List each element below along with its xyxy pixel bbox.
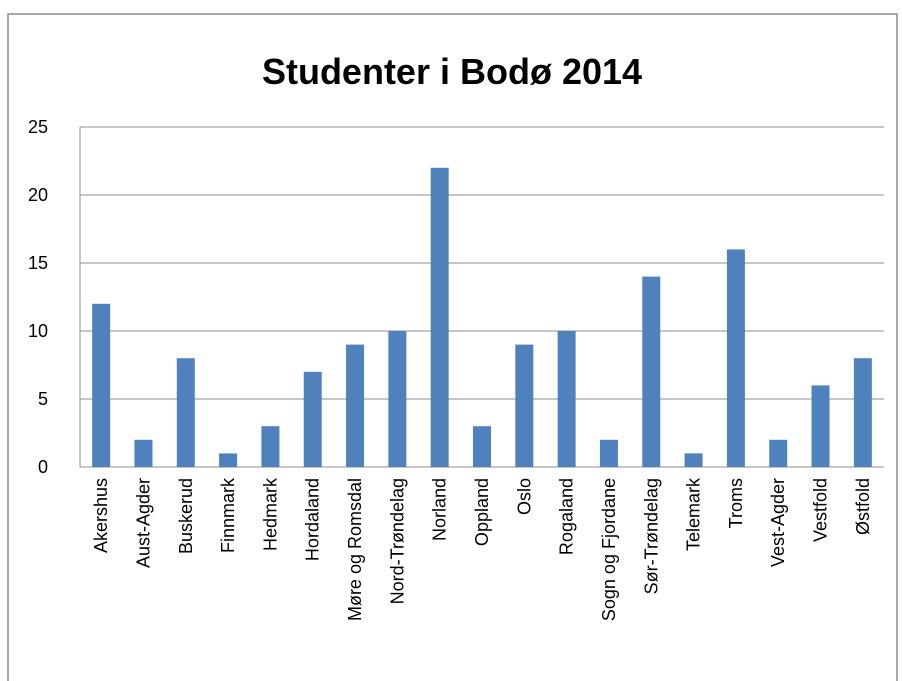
y-tick-label: 0 bbox=[38, 457, 48, 477]
bar bbox=[853, 358, 872, 467]
x-tick-label: Østfold bbox=[853, 478, 873, 535]
chart-frame bbox=[7, 13, 898, 681]
y-tick-label: 15 bbox=[28, 253, 48, 273]
bar bbox=[769, 439, 788, 467]
bar bbox=[811, 385, 830, 467]
bar bbox=[726, 249, 745, 467]
x-tick-label: Hordaland bbox=[303, 478, 323, 561]
bar bbox=[430, 167, 449, 468]
x-tick-label: Oslo bbox=[514, 478, 534, 515]
y-tick-label: 25 bbox=[28, 117, 48, 137]
x-tick-label: Akershus bbox=[91, 478, 111, 553]
bar bbox=[515, 344, 534, 467]
bar bbox=[557, 331, 576, 467]
bar bbox=[92, 303, 111, 467]
bar bbox=[642, 276, 661, 467]
bar bbox=[473, 426, 491, 467]
bar bbox=[219, 453, 238, 467]
x-tick-label: Oppland bbox=[472, 478, 492, 546]
x-tick-label: Vestfold bbox=[811, 478, 831, 542]
x-tick-label: Nord-Trøndelag bbox=[387, 478, 407, 604]
x-tick-label: Telemark bbox=[684, 477, 704, 551]
x-tick-label: Vest-Agder bbox=[768, 478, 788, 567]
bar bbox=[346, 344, 365, 467]
bar bbox=[176, 358, 195, 467]
x-tick-label: Hedmark bbox=[260, 477, 280, 551]
y-tick-label: 5 bbox=[38, 389, 48, 409]
y-tick-label: 10 bbox=[28, 321, 48, 341]
bar bbox=[134, 439, 153, 467]
bar bbox=[303, 371, 322, 467]
x-tick-label: Buskerud bbox=[176, 478, 196, 554]
x-tick-label: Aust-Agder bbox=[133, 478, 153, 568]
chart-title: Studenter i Bodø 2014 bbox=[262, 51, 642, 92]
bar bbox=[388, 331, 407, 467]
x-tick-label: Sogn og Fjordane bbox=[599, 478, 619, 621]
x-tick-label: Troms bbox=[726, 478, 746, 528]
x-tick-label: Rogaland bbox=[557, 478, 577, 555]
y-tick-label: 20 bbox=[28, 185, 48, 205]
x-tick-label: Sør-Trøndelag bbox=[641, 478, 661, 594]
bar bbox=[599, 439, 618, 467]
bar bbox=[684, 453, 703, 467]
x-tick-label: Møre og Romsdal bbox=[345, 478, 365, 621]
bar bbox=[261, 426, 280, 467]
x-tick-label: Norland bbox=[430, 478, 450, 541]
x-tick-label: Finnmark bbox=[218, 477, 238, 553]
